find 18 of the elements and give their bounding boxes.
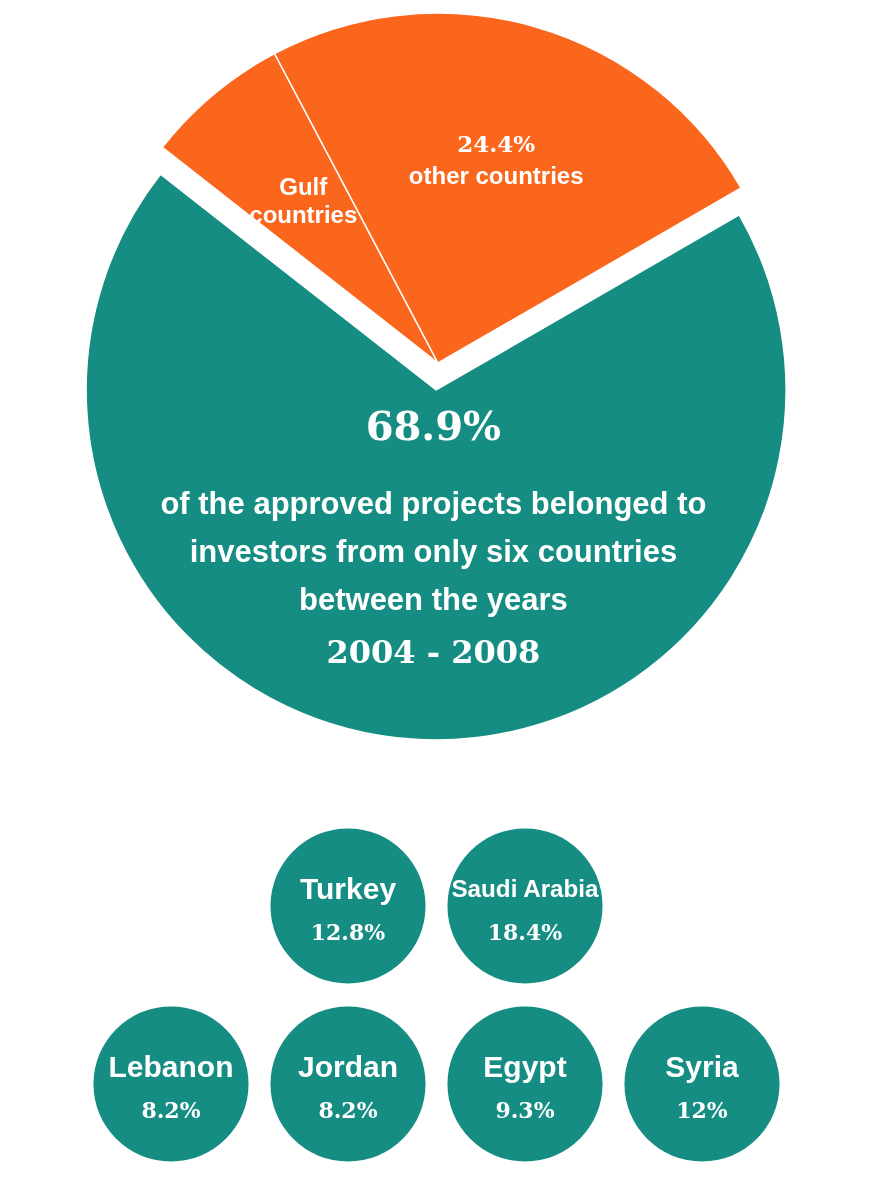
text: of the approved projects belonged to investors from only six countries between the years bbox=[160, 486, 707, 618]
data-label: 8.2% bbox=[141, 1097, 201, 1123]
category-label: Syria bbox=[665, 1050, 740, 1083]
data-label: 12% bbox=[676, 1097, 728, 1123]
category-label: Saudi Arabia bbox=[451, 875, 600, 902]
category-label: Egypt bbox=[483, 1050, 567, 1083]
category-label: Lebanon bbox=[108, 1050, 234, 1083]
text: 2004 - 2008 bbox=[326, 633, 541, 672]
data-label: 8.2% bbox=[318, 1097, 378, 1123]
data-label: 9.3% bbox=[495, 1097, 555, 1123]
slice-label: other countries bbox=[408, 162, 584, 190]
slice-label: Gulf countries bbox=[249, 172, 358, 228]
data-label: 24.4% bbox=[457, 130, 536, 158]
category-label: Jordan bbox=[297, 1050, 399, 1083]
data-label: 18.4% bbox=[487, 919, 563, 945]
data-label: 12.8% bbox=[310, 919, 386, 945]
data-label: 68.9% bbox=[365, 402, 502, 450]
category-label: Turkey bbox=[299, 872, 397, 905]
